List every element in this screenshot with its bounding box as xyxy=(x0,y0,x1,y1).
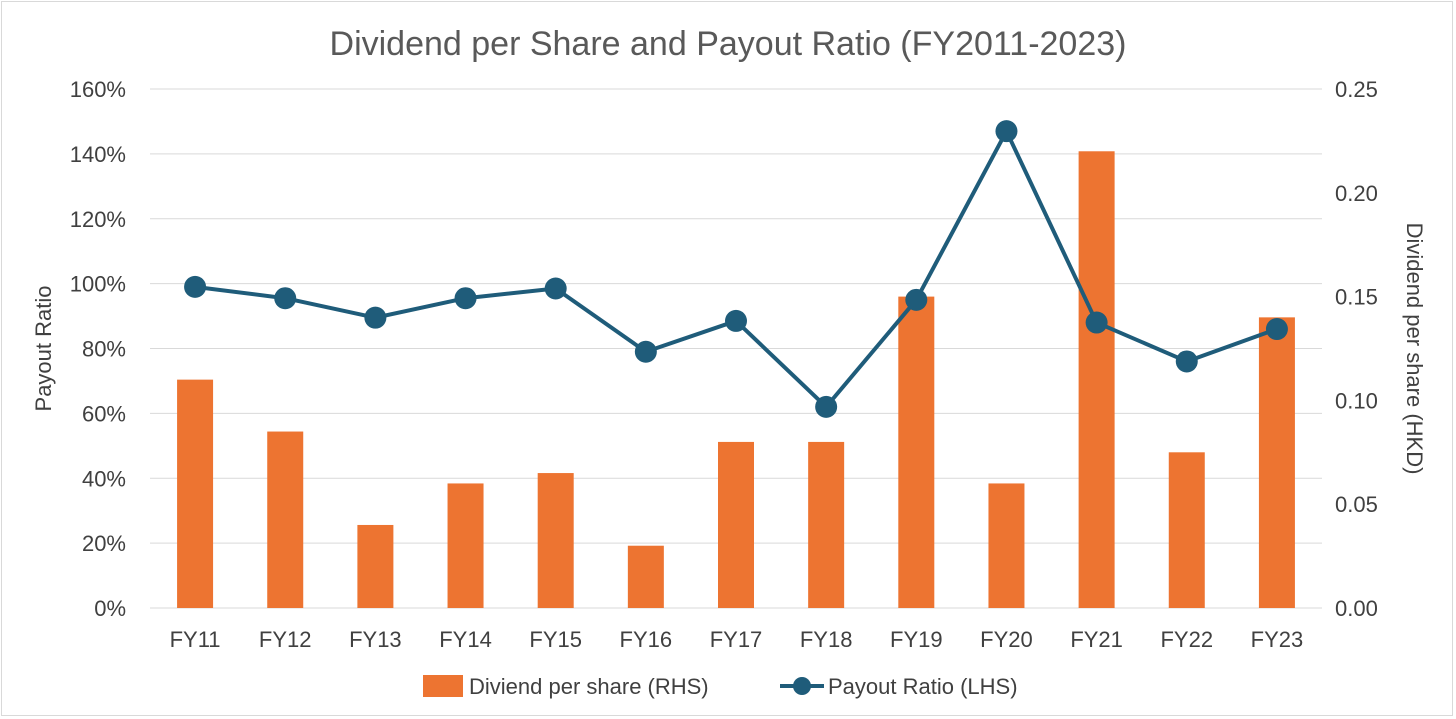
line-point xyxy=(634,340,657,363)
left-tick-label: 60% xyxy=(82,401,126,426)
line-point xyxy=(905,288,928,311)
bar xyxy=(537,473,574,608)
bar xyxy=(627,545,664,608)
right-tick-label: 0.20 xyxy=(1335,181,1378,206)
bar xyxy=(177,379,214,608)
bar xyxy=(1258,317,1295,608)
legend: Diviend per share (RHS) Payout Ratio (LHS… xyxy=(423,674,1018,699)
line-point xyxy=(184,275,207,298)
x-tick-label: FY17 xyxy=(710,627,763,652)
line-point xyxy=(364,306,387,329)
left-tick-label: 80% xyxy=(82,337,126,362)
line-point xyxy=(274,287,297,310)
line-point xyxy=(1265,318,1288,341)
bar xyxy=(808,441,845,608)
line-point xyxy=(454,287,477,310)
x-axis-ticks: FY11 FY12 FY13 FY14 FY15 FY16 FY17 FY18 FY19 FY20… xyxy=(170,627,1304,652)
legend-bar-label: Diviend per share (RHS) xyxy=(469,674,709,699)
left-tick-label: 160% xyxy=(70,77,126,102)
left-tick-label: 40% xyxy=(82,466,126,491)
right-axis-title: Dividend per share (HKD) xyxy=(1402,223,1427,475)
right-tick-label: 0.00 xyxy=(1335,596,1378,621)
right-tick-label: 0.25 xyxy=(1335,77,1378,102)
right-tick-label: 0.15 xyxy=(1335,285,1378,310)
bar xyxy=(988,483,1025,608)
line-point xyxy=(1085,311,1108,334)
bar xyxy=(718,441,754,608)
left-tick-label: 20% xyxy=(82,531,126,556)
x-tick-label: FY18 xyxy=(800,627,853,652)
chart-title: Dividend per Share and Payout Ratio (FY2… xyxy=(330,25,1127,63)
left-axis-title: Payout Ratio xyxy=(31,286,56,412)
left-tick-label: 100% xyxy=(70,272,126,297)
x-tick-label: FY11 xyxy=(170,627,221,652)
x-tick-label: FY22 xyxy=(1160,627,1213,652)
x-tick-label: FY13 xyxy=(349,627,402,652)
line-point xyxy=(815,395,838,418)
line-point xyxy=(544,277,567,300)
bar xyxy=(1078,151,1115,608)
left-axis-ticks: 0% 20% 40% 60% 80% 100% 120% 140% 160% xyxy=(70,77,126,621)
legend-line-label: Payout Ratio (LHS) xyxy=(828,674,1018,699)
payout-line xyxy=(194,129,1278,409)
line-point xyxy=(1175,350,1198,373)
bar xyxy=(357,524,394,608)
bar xyxy=(1168,452,1205,608)
right-tick-label: 0.05 xyxy=(1335,492,1378,517)
gridlines xyxy=(150,88,1322,609)
x-tick-label: FY14 xyxy=(439,627,492,652)
bar xyxy=(447,483,484,608)
right-axis-ticks: 0.00 0.05 0.10 0.15 0.20 0.25 xyxy=(1335,77,1378,621)
line-point xyxy=(725,309,747,332)
bar-series xyxy=(177,151,1295,608)
x-tick-label: FY21 xyxy=(1070,627,1123,652)
bar xyxy=(267,431,304,608)
x-tick-label: FY19 xyxy=(890,627,943,652)
x-tick-label: FY15 xyxy=(529,627,582,652)
line-series xyxy=(184,120,1288,418)
legend-line-marker xyxy=(793,677,811,695)
left-tick-label: 140% xyxy=(70,142,126,167)
x-tick-label: FY12 xyxy=(259,627,312,652)
x-tick-label: FY23 xyxy=(1251,627,1304,652)
x-tick-label: FY20 xyxy=(980,627,1033,652)
x-tick-label: FY16 xyxy=(620,627,673,652)
bar xyxy=(898,296,935,608)
right-tick-label: 0.10 xyxy=(1335,388,1378,413)
line-point xyxy=(995,120,1018,143)
left-tick-label: 120% xyxy=(70,207,126,232)
left-tick-label: 0% xyxy=(94,596,126,621)
legend-bar-swatch xyxy=(423,675,463,697)
